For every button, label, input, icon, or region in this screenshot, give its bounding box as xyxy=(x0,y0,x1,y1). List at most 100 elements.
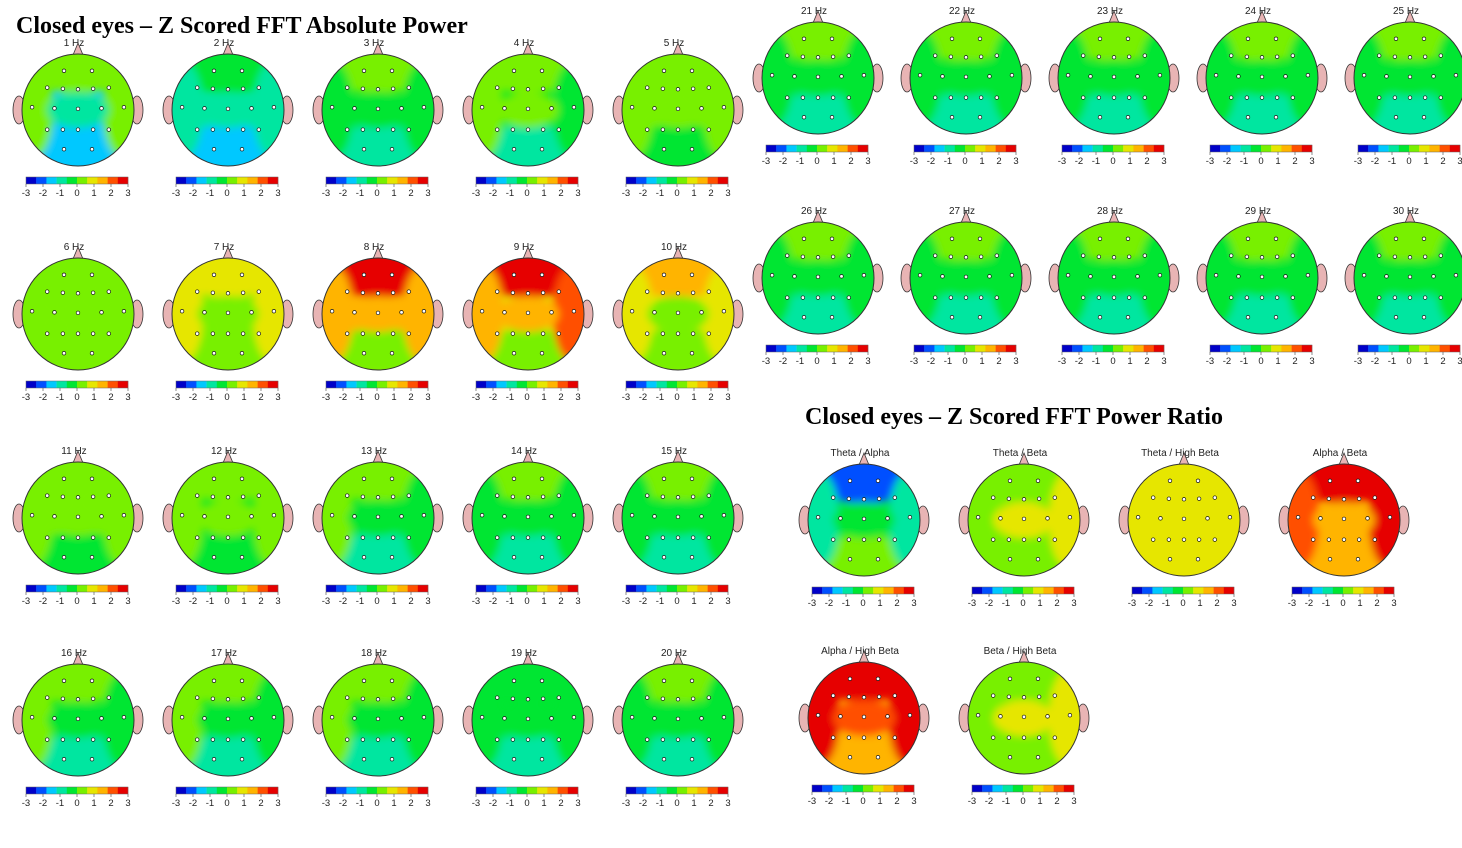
electrode-dot xyxy=(75,106,81,112)
electrode-dot xyxy=(75,495,81,500)
electrode-dot xyxy=(661,678,667,683)
scale-swatch xyxy=(346,787,357,794)
electrode-dot xyxy=(785,95,790,100)
electrode-dot xyxy=(390,696,396,701)
electrode-dot xyxy=(539,147,545,152)
electrode-dot xyxy=(949,36,955,41)
scale-tick-label: 1 xyxy=(391,188,396,199)
electrode-dot xyxy=(421,513,427,518)
electrode-dot xyxy=(1274,295,1280,300)
electrode-dot xyxy=(89,476,95,481)
scale-swatch xyxy=(97,177,108,184)
scale-tick-label: -2 xyxy=(189,596,197,607)
scale-tick-label: 2 xyxy=(1440,356,1445,367)
scale-swatch xyxy=(992,785,1003,792)
electrode-dot xyxy=(1111,95,1117,100)
nose xyxy=(672,41,684,56)
electrode-dot xyxy=(99,514,104,519)
electrode-dot xyxy=(861,735,867,740)
topomap-panel: 2 Hz -3 -2 -1 0 1 2 3 xyxy=(162,38,302,238)
power-ratio-title: Closed eyes – Z Scored FFT Power Ratio xyxy=(805,404,1223,430)
electrode-dot xyxy=(1166,496,1172,501)
nose xyxy=(672,245,684,260)
electrode-dot xyxy=(1213,73,1219,78)
electrode-dot xyxy=(1125,36,1131,41)
electrode-dot xyxy=(61,757,67,762)
scale-swatch xyxy=(46,177,57,184)
electrode-dot xyxy=(361,476,367,481)
electrode-dot xyxy=(121,715,127,720)
electrode-dot xyxy=(75,331,81,336)
electrode-dot xyxy=(963,274,969,280)
scale-swatch xyxy=(117,381,129,388)
electrode-dot xyxy=(876,694,882,699)
electrode-dot xyxy=(525,495,531,500)
electrode-dot xyxy=(525,310,531,316)
electrode-dot xyxy=(645,127,650,132)
electrode-dot xyxy=(831,495,836,500)
scale-swatch xyxy=(97,585,108,592)
nose xyxy=(672,449,684,464)
electrode-dot xyxy=(721,715,727,720)
scale-tick-label: -1 xyxy=(944,156,952,167)
electrode-dot xyxy=(375,87,381,92)
electrode-dot xyxy=(1111,74,1117,80)
electrode-dot xyxy=(994,95,999,100)
electrode-dot xyxy=(1305,273,1311,278)
electrode-dot xyxy=(1181,516,1187,522)
electrode-dot xyxy=(1407,274,1413,280)
scale-swatch xyxy=(697,787,708,794)
scale-swatch xyxy=(77,177,88,184)
scale-tick-label: 1 xyxy=(1357,598,1362,609)
electrode-dot xyxy=(1045,714,1050,719)
scale-swatch xyxy=(206,585,217,592)
scale-tick-label: 0 xyxy=(1020,796,1025,807)
electrode-dot xyxy=(361,272,367,277)
electrode-dot xyxy=(540,494,546,499)
scale-tick-label: 2 xyxy=(894,796,899,807)
electrode-dot xyxy=(830,295,836,300)
scale-tick-label: 0 xyxy=(1406,356,1411,367)
scale-swatch xyxy=(806,345,818,352)
scale-swatch xyxy=(842,587,853,594)
scale-tick-label: -1 xyxy=(1002,598,1010,609)
scale-swatch xyxy=(387,585,398,592)
electrode-dot xyxy=(249,514,254,519)
electrode-dot xyxy=(975,713,981,718)
scale-tick-label: -2 xyxy=(985,796,993,807)
electrode-dot xyxy=(225,716,231,722)
electrode-dot xyxy=(61,678,67,683)
electrode-dot xyxy=(815,74,821,80)
electrode-dot xyxy=(1229,53,1234,58)
scale-swatch xyxy=(547,177,558,184)
electrode-dot xyxy=(1212,537,1217,542)
electrode-dot xyxy=(61,147,67,152)
electrode-dot xyxy=(495,127,500,132)
scale-swatch xyxy=(842,785,853,792)
electrode-dot xyxy=(1438,95,1443,100)
scale-swatch xyxy=(982,785,993,792)
electrode-dot xyxy=(202,716,207,721)
scale-swatch xyxy=(1358,345,1369,352)
scale-tick-label: -3 xyxy=(1128,598,1136,609)
scale-swatch xyxy=(387,177,398,184)
electrode-dot xyxy=(89,757,95,762)
scale-swatch xyxy=(87,787,98,794)
absolute-power-title: Closed eyes – Z Scored FFT Absolute Powe… xyxy=(16,13,468,39)
nose xyxy=(222,41,234,56)
electrode-dot xyxy=(1036,735,1042,740)
scale-swatch xyxy=(817,345,828,352)
head-outline xyxy=(807,661,921,775)
electrode-dot xyxy=(829,236,835,241)
scale-swatch xyxy=(883,587,894,594)
scale-swatch xyxy=(567,787,579,794)
scale-swatch xyxy=(397,787,408,794)
scale-swatch xyxy=(46,381,57,388)
electrode-dot xyxy=(801,315,807,320)
scale-swatch xyxy=(786,145,797,152)
head-outline xyxy=(621,461,735,575)
electrode-dot xyxy=(61,555,67,560)
electrode-dot xyxy=(1259,95,1265,100)
scale-tick-label: -1 xyxy=(56,392,64,403)
scale-swatch xyxy=(206,177,217,184)
